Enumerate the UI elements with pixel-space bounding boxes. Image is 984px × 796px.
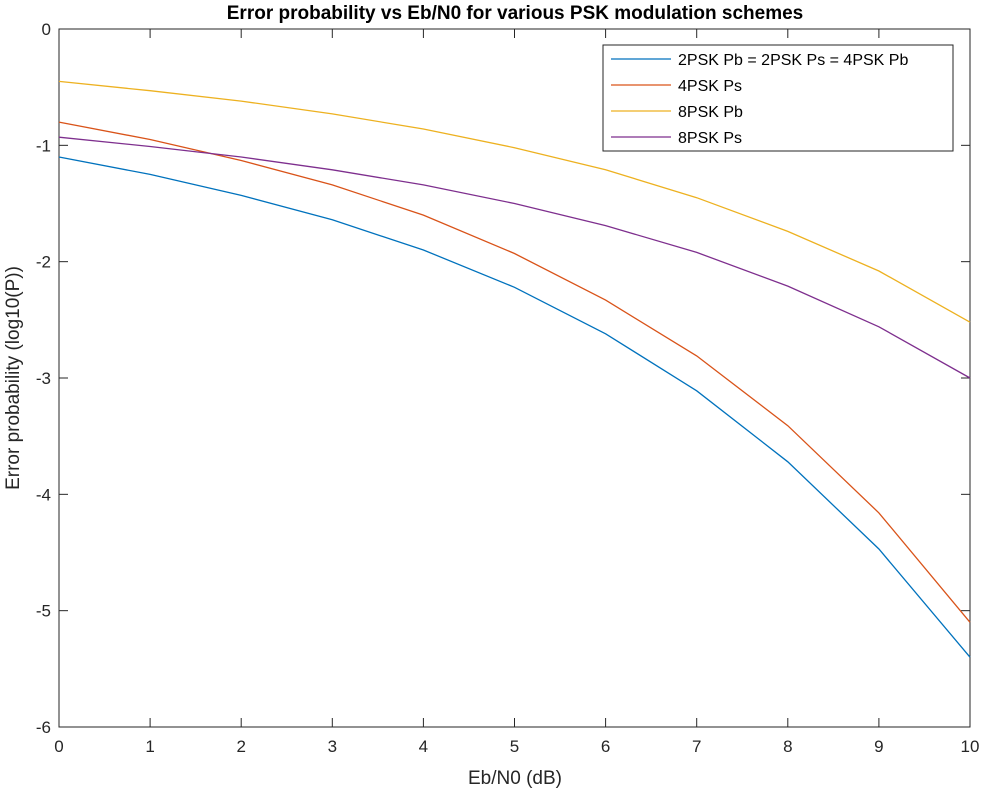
chart-title: Error probability vs Eb/N0 for various P… [227,3,803,24]
series-line-3 [58,80,971,323]
x-tick-label: 9 [874,737,883,756]
x-tick-label: 8 [783,737,792,756]
x-tick-label: 4 [419,737,428,756]
y-tick-label: -1 [36,136,51,155]
legend-entry: 2PSK Pb = 2PSK Ps = 4PSK Pb [678,52,908,69]
x-tick-label: 10 [961,737,980,756]
series-lines [58,80,971,658]
x-tick-label: 2 [236,737,245,756]
x-tick-label: 6 [601,737,610,756]
tick-labels: 0 1 2 3 4 5 6 7 8 9 10 0 -1 -2 -3 -4 -5 -6 [36,20,980,756]
y-tick-label: -4 [36,485,51,504]
legend-entry: 4PSK Ps [678,78,742,95]
series-line-1 [58,156,971,658]
axis-ticks [58,28,971,728]
legend-box [602,44,954,152]
x-axis-label: Eb/N0 (dB) [468,768,562,789]
y-axis-label: Error probability (log10(P)) [3,266,24,490]
y-tick-label: 0 [42,20,51,39]
x-tick-label: 1 [145,737,154,756]
x-tick-label: 0 [54,737,63,756]
legend: 2PSK Pb = 2PSK Ps = 4PSK Pb 4PSK Ps 8PSK P… [602,44,954,152]
y-tick-label: -5 [36,602,51,621]
x-tick-label: 3 [328,737,337,756]
y-tick-label: -2 [36,253,51,272]
x-tick-label: 5 [510,737,519,756]
y-tick-label: -6 [36,718,51,737]
legend-entry: 8PSK Ps [678,130,742,147]
series-line-4 [58,136,971,379]
legend-entry: 8PSK Pb [678,104,743,121]
x-tick-label: 7 [692,737,701,756]
y-tick-label: -3 [36,369,51,388]
